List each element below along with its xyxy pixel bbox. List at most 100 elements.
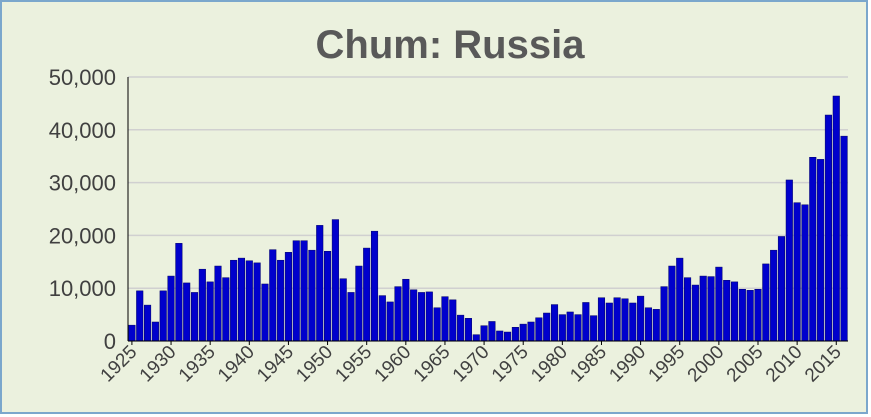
bar <box>809 157 817 342</box>
bar <box>652 309 660 342</box>
bar <box>394 286 402 342</box>
bar <box>644 307 652 342</box>
bar <box>738 289 746 342</box>
bar <box>793 202 801 342</box>
bar <box>198 268 206 342</box>
bar <box>832 95 840 342</box>
bar <box>183 282 191 342</box>
bar <box>754 289 762 342</box>
bar <box>464 318 472 342</box>
bar <box>707 276 715 342</box>
bar <box>660 286 668 342</box>
bar <box>730 281 739 342</box>
bar <box>378 295 386 342</box>
bar <box>457 314 465 342</box>
bar <box>550 304 559 342</box>
bar <box>347 292 355 342</box>
bar <box>543 312 551 342</box>
bar <box>386 301 394 342</box>
bar <box>222 277 230 342</box>
bar <box>762 263 770 342</box>
bar <box>637 295 645 342</box>
bar <box>605 302 613 342</box>
bar <box>488 321 496 342</box>
bar <box>363 247 371 342</box>
bar <box>629 302 637 342</box>
bar <box>597 297 606 342</box>
bar <box>206 281 214 342</box>
bar <box>370 230 379 342</box>
bar <box>504 331 512 342</box>
bar <box>355 265 363 342</box>
bar <box>175 243 183 342</box>
bar <box>511 327 519 342</box>
bar <box>621 298 629 342</box>
y-tick-label: 10,000 <box>49 276 116 301</box>
bar <box>723 280 731 342</box>
bar <box>190 292 199 342</box>
bar <box>167 275 175 342</box>
bar <box>566 311 574 342</box>
bar <box>300 240 308 342</box>
bar <box>159 290 167 342</box>
bar <box>699 275 707 342</box>
bar <box>770 249 778 342</box>
bar <box>425 291 433 342</box>
bar <box>480 325 488 342</box>
y-tick-label: 30,000 <box>49 171 116 196</box>
bar <box>269 249 277 342</box>
bar <box>496 330 504 342</box>
bar <box>292 240 300 342</box>
bar <box>441 296 449 342</box>
bar <box>785 179 793 342</box>
bar <box>151 321 159 342</box>
bar <box>777 236 786 342</box>
bar <box>230 259 238 342</box>
chart-title: Chum: Russia <box>316 23 586 67</box>
bar <box>245 260 253 342</box>
bar <box>801 204 809 342</box>
y-tick-label: 40,000 <box>49 118 116 143</box>
bar <box>417 292 426 342</box>
bar <box>433 307 441 342</box>
bar <box>582 302 590 342</box>
bar <box>684 277 692 342</box>
bar <box>277 259 285 342</box>
bar <box>449 299 457 342</box>
bar <box>527 321 535 342</box>
bar <box>237 257 246 342</box>
bar <box>824 114 832 342</box>
bar <box>535 317 543 342</box>
bar <box>144 304 152 342</box>
bar <box>519 323 527 342</box>
bar <box>136 290 144 342</box>
bar <box>472 334 480 342</box>
bar <box>308 249 316 342</box>
bar <box>590 315 598 342</box>
bar <box>840 135 848 342</box>
bar <box>261 283 269 342</box>
bar <box>402 278 410 342</box>
bar <box>691 284 699 342</box>
bar <box>574 314 582 342</box>
bar <box>613 297 621 342</box>
bar <box>324 250 332 342</box>
y-tick-label: 50,000 <box>49 65 116 90</box>
bar <box>316 225 324 342</box>
bar <box>746 290 754 342</box>
bar <box>253 262 261 342</box>
bar <box>676 257 684 342</box>
bar <box>558 314 566 342</box>
bar <box>284 252 292 342</box>
bar <box>331 219 339 342</box>
bar <box>128 324 136 342</box>
bar <box>817 159 825 342</box>
bar <box>668 265 676 342</box>
bar <box>214 265 222 342</box>
bar <box>339 278 347 342</box>
y-tick-label: 20,000 <box>49 223 116 248</box>
y-tick-label: 0 <box>104 329 116 354</box>
bar <box>410 289 418 342</box>
